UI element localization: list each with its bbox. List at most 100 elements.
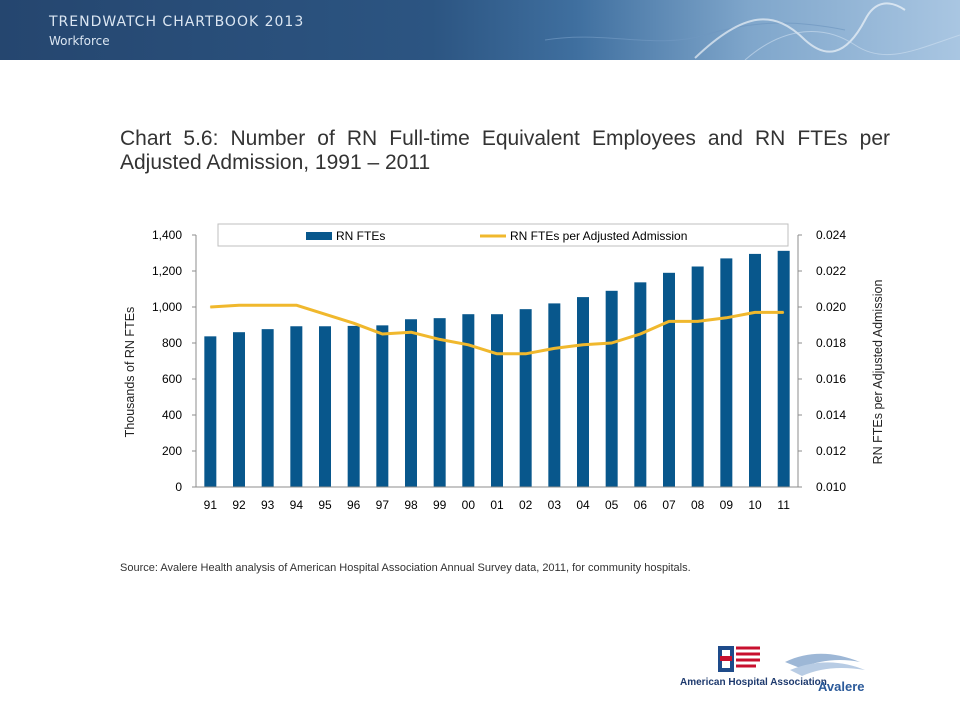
- line-point: [410, 331, 412, 333]
- line-point: [381, 333, 383, 335]
- aha-logo: American Hospital Association: [680, 646, 827, 688]
- line-point: [783, 311, 785, 313]
- y2-tick-label: 0.016: [816, 372, 846, 386]
- x-tick-label: 92: [232, 498, 246, 512]
- x-tick-label: 03: [548, 498, 562, 512]
- x-tick-label: 01: [490, 498, 504, 512]
- line-point: [467, 344, 469, 346]
- bar: [319, 326, 331, 487]
- line-point: [754, 311, 756, 313]
- x-tick-label: 95: [318, 498, 332, 512]
- banner-wave-art: [545, 2, 960, 60]
- header-subtitle: Workforce: [49, 34, 110, 48]
- line-point: [353, 322, 355, 324]
- legend-swatch-bar: [306, 232, 332, 240]
- bar: [605, 290, 618, 487]
- line-point: [582, 344, 584, 346]
- source-note: Source: Avalere Health analysis of Ameri…: [120, 562, 691, 574]
- legend-label-bar: RN FTEs: [336, 229, 385, 243]
- line-point: [525, 353, 527, 355]
- line-point: [725, 317, 727, 319]
- bar: [261, 329, 274, 487]
- avalere-logo-text: Avalere: [818, 679, 865, 694]
- y2-tick-label: 0.010: [816, 480, 846, 494]
- y2-tick-label: 0.020: [816, 300, 846, 314]
- x-tick-label: 91: [204, 498, 218, 512]
- line-point: [238, 304, 240, 306]
- x-tick-label: 11: [777, 498, 790, 512]
- y2-tick-label: 0.024: [816, 228, 846, 242]
- x-tick-label: 97: [376, 498, 390, 512]
- bar: [405, 319, 417, 487]
- y-tick-label: 1,200: [152, 264, 182, 278]
- x-tick-label: 07: [662, 498, 676, 512]
- bar: [663, 272, 675, 487]
- x-tick-label: 10: [748, 498, 762, 512]
- bar: [290, 326, 303, 487]
- line-series: [209, 303, 785, 356]
- x-tick-label: 96: [347, 498, 361, 512]
- y-tick-label: 0: [175, 480, 182, 494]
- bar: [749, 253, 761, 487]
- line-point: [267, 304, 269, 306]
- bar: [720, 258, 733, 487]
- bar: [548, 303, 561, 487]
- y2-tick-label: 0.014: [816, 408, 846, 422]
- y-tick-label: 800: [162, 336, 182, 350]
- avalere-logo: Avalere: [785, 653, 865, 694]
- chart-title: Chart 5.6: Number of RN Full-time Equiva…: [120, 127, 890, 174]
- line-point: [324, 313, 326, 315]
- aha-logo-text: American Hospital Association: [680, 677, 827, 688]
- line-point: [697, 320, 699, 322]
- x-tick-label: 05: [605, 498, 619, 512]
- bar: [433, 318, 446, 487]
- x-tick-label: 08: [691, 498, 705, 512]
- bar: [634, 282, 647, 487]
- bar: [462, 314, 475, 487]
- legend: RN FTEs RN FTEs per Adjusted Admission: [217, 223, 789, 247]
- bar: [233, 332, 245, 487]
- x-tick-label: 94: [290, 498, 304, 512]
- header-banner: TRENDWATCH CHARTBOOK 2013 Workforce: [0, 0, 960, 60]
- bar: [691, 266, 704, 487]
- x-tick-label: 93: [261, 498, 275, 512]
- line-point: [295, 304, 297, 306]
- line-point: [209, 306, 211, 308]
- y2-axis-label: RN FTEs per Adjusted Admission: [871, 280, 885, 465]
- x-tick-label: 99: [433, 498, 447, 512]
- logos: American Hospital Association Avalere: [680, 646, 865, 694]
- x-tick-label: 00: [462, 498, 476, 512]
- legend-label-line: RN FTEs per Adjusted Admission: [510, 229, 687, 243]
- y2-tick-label: 0.018: [816, 336, 846, 350]
- bar: [577, 297, 589, 487]
- line-point: [496, 353, 498, 355]
- bar: [376, 325, 389, 487]
- y-tick-label: 200: [162, 444, 182, 458]
- x-tick-label: 04: [576, 498, 590, 512]
- x-tick-label: 98: [404, 498, 418, 512]
- y2-tick-label: 0.022: [816, 264, 846, 278]
- bar: [777, 250, 790, 487]
- right-axis: 0.010 0.012 0.014 0.016 0.018 0.020 0.022 0.024: [797, 228, 846, 494]
- bar-series: [204, 250, 790, 487]
- line-point: [668, 320, 670, 322]
- x-tick-label: 02: [519, 498, 533, 512]
- y2-tick-label: 0.012: [816, 444, 846, 458]
- x-tick-label: 06: [634, 498, 648, 512]
- bar: [491, 314, 503, 487]
- bar: [519, 309, 532, 487]
- line-point: [439, 338, 441, 340]
- line-point: [611, 342, 613, 344]
- x-tick-label: 09: [720, 498, 734, 512]
- line-point: [553, 347, 555, 349]
- y-tick-label: 600: [162, 372, 182, 386]
- header-title: TRENDWATCH CHARTBOOK 2013: [49, 14, 305, 30]
- left-axis: 0 200 400 600 800 1,000 1,200 1,400: [152, 228, 197, 494]
- y-tick-label: 1,400: [152, 228, 182, 242]
- y-tick-label: 1,000: [152, 300, 182, 314]
- y-axis-label: Thousands of RN FTEs: [123, 307, 137, 438]
- x-axis: 91 92 93 94 95 96 97 98 99 00 01 02 03 04 05 06 07 08 09 10…: [196, 486, 798, 512]
- y-tick-label: 400: [162, 408, 182, 422]
- bar: [347, 325, 360, 487]
